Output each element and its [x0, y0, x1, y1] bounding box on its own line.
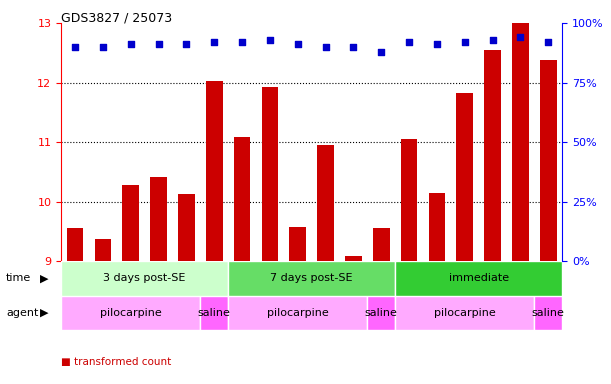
- Bar: [373, 228, 390, 261]
- Text: pilocarpine: pilocarpine: [434, 308, 496, 318]
- Point: [348, 44, 358, 50]
- Point: [376, 48, 386, 55]
- Text: ▶: ▶: [40, 308, 48, 318]
- Bar: [262, 87, 278, 261]
- FancyBboxPatch shape: [395, 296, 534, 330]
- Point: [516, 34, 525, 40]
- Text: saline: saline: [198, 308, 230, 318]
- Bar: [67, 228, 83, 261]
- FancyBboxPatch shape: [228, 261, 395, 296]
- Text: ▶: ▶: [40, 273, 48, 283]
- Point: [432, 41, 442, 48]
- Bar: [484, 50, 501, 261]
- Bar: [540, 60, 557, 261]
- Bar: [178, 194, 195, 261]
- Text: pilocarpine: pilocarpine: [267, 308, 329, 318]
- Point: [70, 44, 80, 50]
- Bar: [290, 227, 306, 261]
- Point: [460, 39, 470, 45]
- Point: [293, 41, 302, 48]
- Bar: [512, 23, 529, 261]
- Point: [321, 44, 331, 50]
- Bar: [428, 193, 445, 261]
- Text: ■ transformed count: ■ transformed count: [61, 357, 171, 367]
- FancyBboxPatch shape: [228, 296, 367, 330]
- Text: saline: saline: [532, 308, 565, 318]
- FancyBboxPatch shape: [367, 296, 395, 330]
- Bar: [345, 257, 362, 261]
- Text: 7 days post-SE: 7 days post-SE: [270, 273, 353, 283]
- Point: [181, 41, 191, 48]
- Text: immediate: immediate: [448, 273, 509, 283]
- Point: [543, 39, 553, 45]
- Bar: [206, 81, 222, 261]
- Bar: [150, 177, 167, 261]
- Text: GDS3827 / 25073: GDS3827 / 25073: [61, 12, 172, 25]
- Text: pilocarpine: pilocarpine: [100, 308, 161, 318]
- Text: 3 days post-SE: 3 days post-SE: [103, 273, 186, 283]
- Bar: [401, 139, 417, 261]
- Text: saline: saline: [365, 308, 398, 318]
- Bar: [317, 145, 334, 261]
- Text: agent: agent: [6, 308, 38, 318]
- Bar: [95, 238, 111, 261]
- FancyBboxPatch shape: [61, 296, 200, 330]
- Point: [237, 39, 247, 45]
- FancyBboxPatch shape: [534, 296, 562, 330]
- Point: [126, 41, 136, 48]
- Bar: [456, 93, 473, 261]
- FancyBboxPatch shape: [200, 296, 228, 330]
- FancyBboxPatch shape: [395, 261, 562, 296]
- Point: [210, 39, 219, 45]
- Point: [98, 44, 108, 50]
- Point: [488, 36, 497, 43]
- Point: [404, 39, 414, 45]
- FancyBboxPatch shape: [61, 261, 228, 296]
- Point: [265, 36, 275, 43]
- Bar: [233, 137, 251, 261]
- Text: time: time: [6, 273, 31, 283]
- Point: [153, 41, 163, 48]
- Bar: [122, 185, 139, 261]
